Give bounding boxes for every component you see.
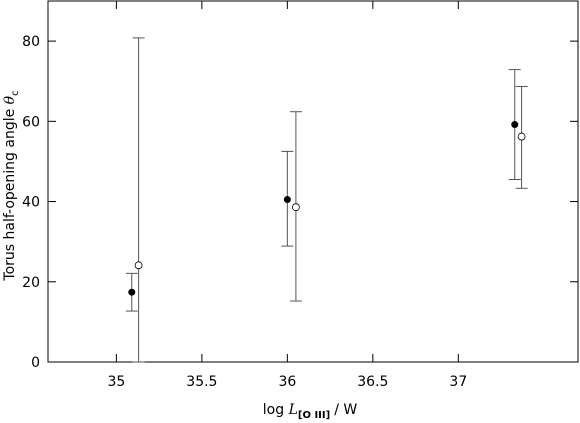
y-axis-label: Torus half-opening angle θc° bbox=[0, 83, 21, 281]
x-tick-label: 35.5 bbox=[186, 374, 217, 390]
x-tick-label: 36 bbox=[278, 374, 296, 390]
y-tick-label: 60 bbox=[22, 114, 40, 130]
x-label-prefix: log bbox=[263, 402, 284, 418]
data-point bbox=[283, 196, 291, 204]
plot-frame bbox=[47, 0, 579, 363]
x-axis-label: log L[O III] / W bbox=[263, 402, 358, 421]
x-tick-label: 35 bbox=[107, 374, 125, 390]
data-point bbox=[292, 203, 300, 212]
y-tick-label: 20 bbox=[22, 275, 40, 291]
y-tick-label: 80 bbox=[22, 34, 40, 50]
x-label-symbol: L bbox=[288, 402, 298, 418]
data-point bbox=[511, 121, 519, 129]
y-label-symbol: θ bbox=[2, 95, 18, 104]
y-tick-label: 40 bbox=[22, 195, 40, 211]
y-label-text: Torus half-opening angle bbox=[2, 109, 18, 282]
x-tick-label: 36.5 bbox=[357, 374, 388, 390]
x-label-subscript: [O III] bbox=[298, 410, 330, 421]
data-point bbox=[128, 288, 136, 296]
y-label-superscript: ° bbox=[0, 83, 10, 90]
x-tick-label: 37 bbox=[449, 374, 467, 390]
y-tick-label: 0 bbox=[31, 355, 40, 371]
y-label-subscript: c bbox=[10, 90, 21, 96]
x-label-suffix: / W bbox=[334, 402, 357, 418]
data-point bbox=[134, 261, 143, 270]
data-point bbox=[517, 132, 526, 141]
